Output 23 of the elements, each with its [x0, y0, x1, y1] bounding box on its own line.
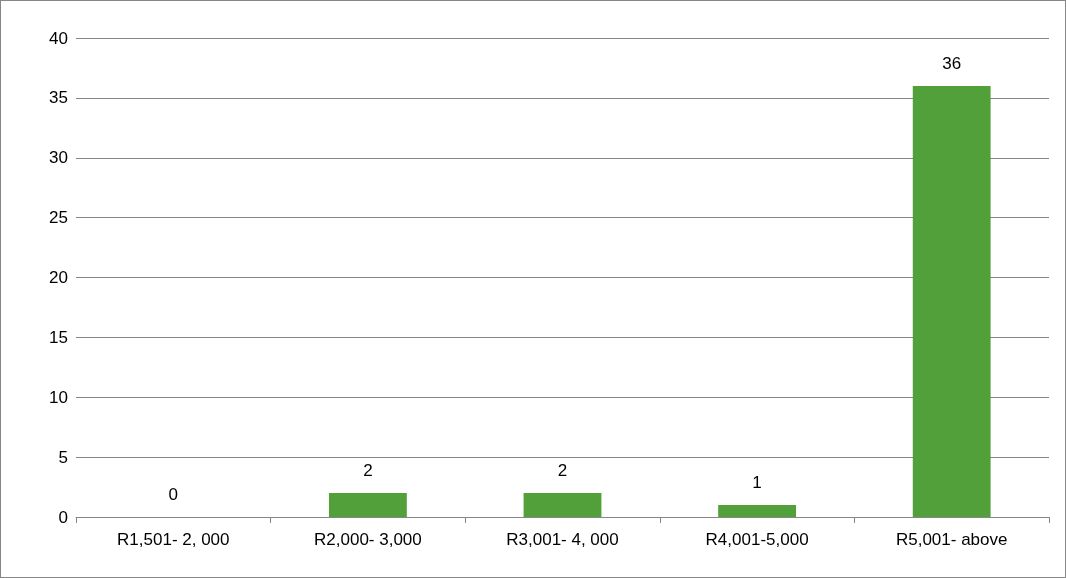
y-tick-label: 0	[58, 507, 68, 527]
bar	[912, 85, 991, 517]
y-tick-label: 10	[49, 387, 68, 407]
bar	[328, 493, 407, 517]
x-tick-label: R2,000- 3,000	[314, 530, 422, 549]
data-label: 1	[752, 473, 762, 493]
y-tick-label: 5	[58, 447, 68, 467]
data-label: 2	[363, 461, 373, 481]
data-label: 2	[557, 461, 568, 481]
x-tick-label: R1,501- 2, 000	[117, 530, 230, 549]
y-tick-label: 30	[49, 148, 68, 168]
x-tick-label: R5,001- above	[895, 530, 1008, 549]
y-tick-label: 40	[49, 28, 68, 48]
x-tick-label: R3,001- 4, 000	[506, 530, 619, 549]
y-tick-label: 35	[49, 88, 68, 108]
data-label: 36	[942, 53, 962, 73]
y-tick-label: 25	[49, 208, 68, 228]
bar	[523, 493, 602, 517]
y-tick-label: 15	[49, 327, 68, 347]
y-tick-label: 20	[49, 268, 68, 287]
x-tick-label: R4,001-5,000	[705, 530, 809, 549]
bar	[718, 505, 797, 517]
data-label: 0	[168, 485, 179, 504]
